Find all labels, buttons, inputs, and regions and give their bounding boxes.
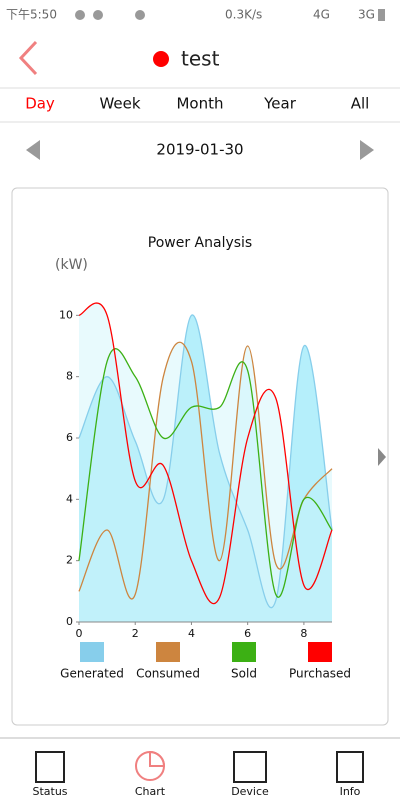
tab[interactable]: Month (176, 95, 223, 113)
header-title: test (181, 47, 220, 71)
status-time: 下午5:50 (6, 8, 57, 22)
status-net: 3G (358, 8, 375, 22)
y-axis-label: (kW) (55, 257, 88, 273)
legend-label: Consumed (136, 667, 200, 681)
nav-icon (233, 751, 267, 783)
status-net: 4G (313, 8, 330, 22)
x-tick-label: 4 (188, 627, 195, 640)
nav-label: Status (32, 785, 67, 798)
x-tick-label: 8 (300, 627, 307, 640)
series-line (78, 302, 333, 605)
status-dot (153, 51, 169, 67)
x-tick-label: 6 (244, 627, 251, 640)
status-bar (0, 0, 400, 30)
nav-icon (336, 751, 364, 783)
chart-title: Power Analysis (148, 235, 252, 251)
legend-swatch (156, 642, 180, 662)
y-tick-label: 8 (66, 370, 73, 383)
series-line (78, 348, 333, 598)
nav-icon (149, 750, 166, 767)
nav-label: Device (231, 785, 269, 798)
status-icon (135, 10, 145, 20)
nav-device[interactable]: Device (231, 751, 269, 798)
status-icon (93, 10, 103, 20)
legend-swatch (80, 642, 104, 662)
tab[interactable]: Week (99, 95, 140, 113)
next-date[interactable] (360, 140, 374, 160)
nav-label: Info (340, 785, 361, 798)
series-line (78, 314, 333, 609)
battery (378, 9, 385, 21)
nav-info[interactable]: Info (336, 751, 364, 798)
status-speed: 0.3K/s (225, 8, 262, 22)
nav-icon (35, 751, 65, 783)
y-tick-label: 6 (66, 431, 73, 444)
legend-swatch (308, 642, 332, 662)
chart: Power Analysis (kW) 0 2 4 6 8 10 0 2 4 6 8 Generate… (55, 235, 351, 681)
x-tick-label: 0 (76, 627, 83, 640)
legend-label: Generated (60, 667, 124, 681)
tab[interactable]: Year (263, 95, 297, 113)
tab[interactable]: All (351, 95, 370, 113)
y-tick-label: 4 (66, 492, 73, 505)
prev-date[interactable] (26, 140, 40, 160)
legend-label: Sold (231, 667, 257, 681)
status-icon (75, 10, 85, 20)
y-tick-label: 10 (59, 308, 73, 321)
tab[interactable]: Day (25, 95, 55, 113)
nav-status[interactable]: Status (32, 751, 68, 798)
next-chart[interactable] (378, 448, 386, 466)
nav-label: Chart (135, 785, 166, 798)
legend-label: Purchased (289, 667, 351, 681)
x-tick-label: 2 (132, 627, 139, 640)
y-tick-label: 2 (66, 554, 73, 567)
nav-chart[interactable]: Chart (135, 750, 166, 798)
legend-swatch (232, 642, 256, 662)
area (79, 303, 332, 622)
series-line (78, 341, 333, 600)
back-button[interactable] (18, 40, 38, 76)
date: 2019-01-30 (156, 141, 243, 159)
y-tick-label: 0 (66, 615, 73, 628)
